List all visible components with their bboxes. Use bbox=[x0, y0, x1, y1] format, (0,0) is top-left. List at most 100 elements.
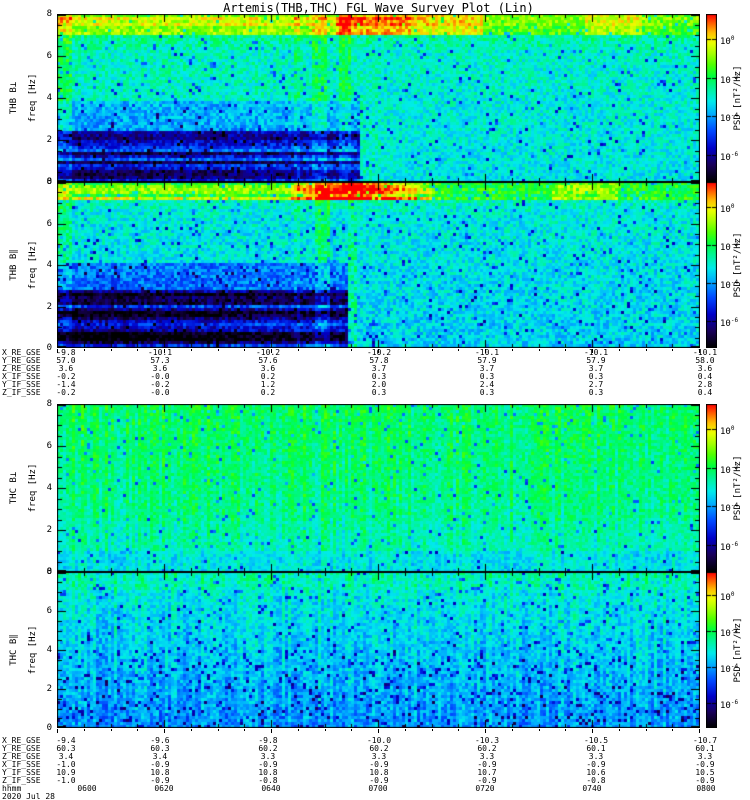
ephemeris-value: -0.9 bbox=[258, 760, 278, 769]
colorbar-tick-label: 10-2 bbox=[720, 241, 739, 254]
ephemeris-value: -9.8 bbox=[56, 348, 76, 357]
ephemeris-value: -1.4 bbox=[56, 380, 76, 389]
ephemeris-value: -10.2 bbox=[366, 348, 392, 357]
ephemeris-value: -0.2 bbox=[150, 380, 170, 389]
ephemeris-row-label: Z_RE_GSE bbox=[2, 364, 41, 373]
time-axis-tick bbox=[164, 729, 165, 733]
time-axis-tick bbox=[699, 349, 700, 353]
ephemeris-value: 3.6 bbox=[152, 364, 168, 373]
ephemeris-value: -0.0 bbox=[150, 388, 170, 397]
ephemeris-value: 2.4 bbox=[479, 380, 495, 389]
freq-axis-label: freq [Hz] bbox=[28, 240, 38, 290]
ephemeris-value: -10.3 bbox=[474, 736, 500, 745]
time-axis-tick bbox=[565, 729, 566, 731]
time-axis-tick bbox=[405, 349, 406, 351]
colorbar-tick-label: 10-6 bbox=[720, 699, 739, 712]
time-axis-tick bbox=[619, 729, 620, 731]
ephemeris-value: 0.3 bbox=[588, 388, 604, 397]
time-axis-tick bbox=[164, 349, 165, 353]
ephemeris-row-label: Y_RE_GSE bbox=[2, 356, 41, 365]
ephemeris-value: 3.4 bbox=[58, 752, 74, 761]
y-tick-label: 6 bbox=[46, 51, 52, 61]
time-axis-tick bbox=[458, 349, 459, 351]
ephemeris-value: -0.9 bbox=[369, 760, 389, 769]
colorbar-thb-bperp bbox=[706, 14, 717, 182]
time-axis-tick bbox=[111, 349, 112, 351]
time-axis-tick bbox=[271, 349, 272, 353]
ephemeris-value: 3.6 bbox=[260, 364, 276, 373]
ephemeris-row-label: X_IF_SSE bbox=[2, 760, 41, 769]
time-axis-tick bbox=[646, 349, 647, 351]
colorbar-tick-label: 10-6 bbox=[720, 317, 739, 330]
psd-axis-label: PSD [nT²/Hz] bbox=[733, 455, 743, 521]
time-axis-tick bbox=[672, 349, 673, 351]
time-axis-tick bbox=[111, 729, 112, 731]
ephemeris-value: 10.9 bbox=[56, 768, 76, 777]
time-axis-tick bbox=[699, 729, 700, 733]
time-axis-tick bbox=[325, 349, 326, 351]
time-tick-label: 0600 bbox=[77, 784, 97, 793]
y-tick-label: 4 bbox=[46, 645, 52, 655]
ephemeris-value: -10.7 bbox=[692, 736, 718, 745]
y-tick-label: 8 bbox=[46, 567, 52, 577]
time-axis-tick bbox=[57, 729, 58, 733]
spectrogram-thb-bperp bbox=[57, 14, 700, 182]
time-axis-tick bbox=[57, 349, 58, 353]
colorbar-tick-label: 100 bbox=[720, 425, 735, 438]
time-axis-tick bbox=[619, 349, 620, 351]
ephemeris-value: 3.7 bbox=[479, 364, 495, 373]
ephemeris-value: 60.1 bbox=[695, 744, 715, 753]
ephemeris-value: 60.1 bbox=[586, 744, 606, 753]
ephemeris-row-label: X_RE_GSE bbox=[2, 736, 41, 745]
ephemeris-value: 0.3 bbox=[371, 372, 387, 381]
ephemeris-value: -0.2 bbox=[56, 372, 76, 381]
ephemeris-value: 57.9 bbox=[586, 356, 606, 365]
ephemeris-value: -10.5 bbox=[583, 736, 609, 745]
ephemeris-value: -1.0 bbox=[56, 776, 76, 785]
time-axis-tick bbox=[298, 729, 299, 731]
colorbar-tick-label: 10-4 bbox=[720, 279, 739, 292]
ephemeris-value: -0.9 bbox=[150, 760, 170, 769]
ephemeris-value: 1.2 bbox=[260, 380, 276, 389]
time-tick-label: 0740 bbox=[582, 784, 602, 793]
ephemeris-row-label: Y_RE_GSE bbox=[2, 744, 41, 753]
time-tick-label: 0800 bbox=[696, 784, 716, 793]
time-axis-tick bbox=[485, 729, 486, 733]
ephemeris-value: -0.9 bbox=[369, 776, 389, 785]
ephemeris-value: 60.3 bbox=[150, 744, 170, 753]
time-axis-tick bbox=[244, 349, 245, 351]
y-tick-label: 2 bbox=[46, 525, 52, 535]
ephemeris-value: -10.1 bbox=[583, 348, 609, 357]
time-axis-tick bbox=[565, 349, 566, 351]
ephemeris-value: 10.5 bbox=[695, 768, 715, 777]
y-tick-label: 0 bbox=[46, 723, 52, 733]
y-tick-label: 8 bbox=[46, 9, 52, 19]
time-axis-tick bbox=[137, 349, 138, 351]
ephemeris-value: -0.0 bbox=[150, 372, 170, 381]
time-axis-tick bbox=[84, 349, 85, 351]
ephemeris-value: 3.7 bbox=[371, 364, 387, 373]
ephemeris-value: 10.6 bbox=[586, 768, 606, 777]
time-axis-tick bbox=[191, 349, 192, 351]
time-axis-tick bbox=[512, 729, 513, 731]
ephemeris-value: -9.4 bbox=[56, 736, 76, 745]
ephemeris-value: 3.3 bbox=[260, 752, 276, 761]
ephemeris-value: 10.8 bbox=[258, 768, 278, 777]
ephemeris-value: 10.8 bbox=[150, 768, 170, 777]
ephemeris-value: 3.7 bbox=[588, 364, 604, 373]
time-tick-label: 0720 bbox=[475, 784, 495, 793]
ephemeris-value: -0.9 bbox=[586, 760, 606, 769]
ephemeris-value: 60.3 bbox=[56, 744, 76, 753]
y-tick-label: 8 bbox=[46, 177, 52, 187]
ephemeris-value: 0.4 bbox=[697, 372, 713, 381]
ephemeris-value: -10.1 bbox=[474, 348, 500, 357]
y-tick-label: 4 bbox=[46, 483, 52, 493]
colorbar-thc-bperp bbox=[706, 404, 717, 572]
time-axis-tick bbox=[325, 729, 326, 731]
colorbar-tick-label: 100 bbox=[720, 591, 735, 604]
time-axis-tick bbox=[244, 729, 245, 731]
ephemeris-value: 0.3 bbox=[588, 372, 604, 381]
time-axis-tick bbox=[271, 729, 272, 733]
colorbar-tick-label: 10-6 bbox=[720, 541, 739, 554]
